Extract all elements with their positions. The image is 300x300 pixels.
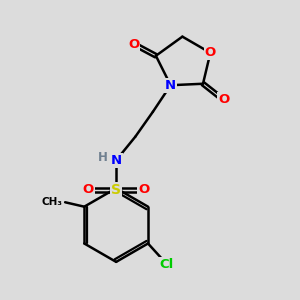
Text: O: O bbox=[82, 183, 94, 196]
Text: O: O bbox=[205, 46, 216, 59]
Text: Cl: Cl bbox=[159, 259, 173, 272]
Text: H: H bbox=[98, 152, 108, 164]
Text: N: N bbox=[111, 154, 122, 167]
Text: O: O bbox=[139, 183, 150, 196]
Text: S: S bbox=[111, 183, 121, 197]
Text: CH₃: CH₃ bbox=[42, 197, 63, 207]
Text: N: N bbox=[165, 79, 176, 92]
Text: O: O bbox=[218, 93, 229, 106]
Text: O: O bbox=[128, 38, 140, 50]
